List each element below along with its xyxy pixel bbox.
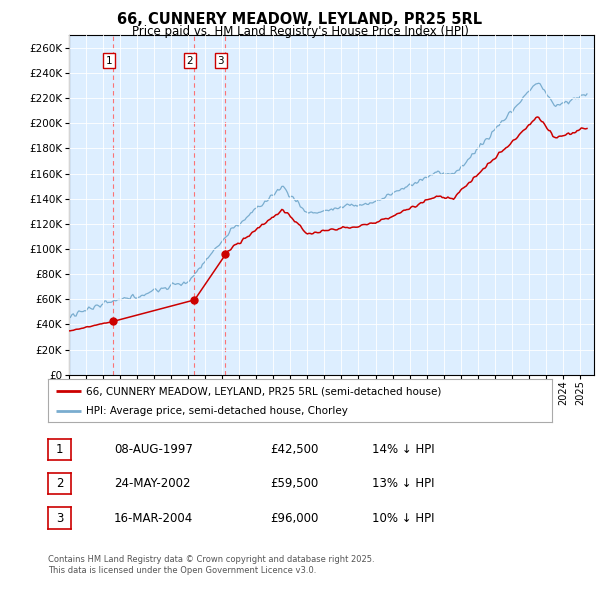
Text: 13% ↓ HPI: 13% ↓ HPI <box>372 477 434 490</box>
Text: 08-AUG-1997: 08-AUG-1997 <box>114 443 193 456</box>
Text: 10% ↓ HPI: 10% ↓ HPI <box>372 512 434 525</box>
Text: 2: 2 <box>56 477 63 490</box>
Text: HPI: Average price, semi-detached house, Chorley: HPI: Average price, semi-detached house,… <box>86 407 347 416</box>
Text: Price paid vs. HM Land Registry's House Price Index (HPI): Price paid vs. HM Land Registry's House … <box>131 25 469 38</box>
Text: 1: 1 <box>106 55 112 65</box>
Text: 1: 1 <box>56 443 63 456</box>
Text: 16-MAR-2004: 16-MAR-2004 <box>114 512 193 525</box>
Text: 2: 2 <box>187 55 193 65</box>
Text: 66, CUNNERY MEADOW, LEYLAND, PR25 5RL (semi-detached house): 66, CUNNERY MEADOW, LEYLAND, PR25 5RL (s… <box>86 386 441 396</box>
Text: £42,500: £42,500 <box>270 443 319 456</box>
Text: £96,000: £96,000 <box>270 512 319 525</box>
Text: Contains HM Land Registry data © Crown copyright and database right 2025.
This d: Contains HM Land Registry data © Crown c… <box>48 555 374 575</box>
Text: 14% ↓ HPI: 14% ↓ HPI <box>372 443 434 456</box>
Text: 66, CUNNERY MEADOW, LEYLAND, PR25 5RL: 66, CUNNERY MEADOW, LEYLAND, PR25 5RL <box>118 12 482 27</box>
Text: 3: 3 <box>56 512 63 525</box>
Text: 3: 3 <box>218 55 224 65</box>
Text: 24-MAY-2002: 24-MAY-2002 <box>114 477 191 490</box>
Text: £59,500: £59,500 <box>270 477 318 490</box>
